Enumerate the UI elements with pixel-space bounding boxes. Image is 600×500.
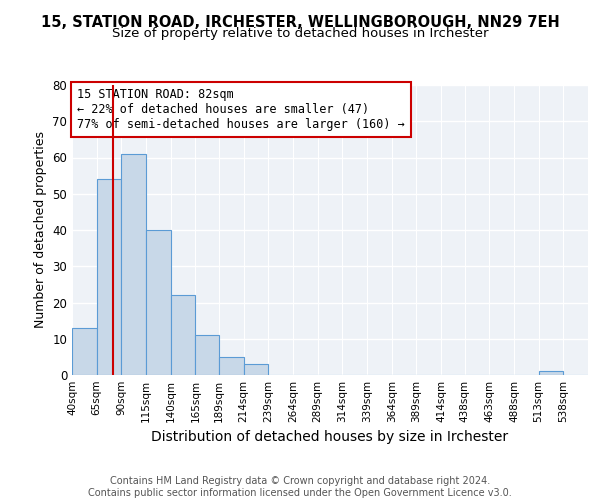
Bar: [244, 364, 268, 375]
X-axis label: Distribution of detached houses by size in Irchester: Distribution of detached houses by size …: [151, 430, 509, 444]
Text: 15, STATION ROAD, IRCHESTER, WELLINGBOROUGH, NN29 7EH: 15, STATION ROAD, IRCHESTER, WELLINGBORO…: [41, 15, 559, 30]
Bar: [219, 357, 244, 375]
Bar: [146, 230, 170, 375]
Bar: [196, 335, 219, 375]
Y-axis label: Number of detached properties: Number of detached properties: [34, 132, 47, 328]
Bar: [539, 372, 563, 375]
Bar: [97, 180, 121, 375]
Text: Contains HM Land Registry data © Crown copyright and database right 2024.
Contai: Contains HM Land Registry data © Crown c…: [88, 476, 512, 498]
Text: 15 STATION ROAD: 82sqm
← 22% of detached houses are smaller (47)
77% of semi-det: 15 STATION ROAD: 82sqm ← 22% of detached…: [77, 88, 405, 131]
Bar: [121, 154, 146, 375]
Text: Size of property relative to detached houses in Irchester: Size of property relative to detached ho…: [112, 28, 488, 40]
Bar: [72, 328, 97, 375]
Bar: [170, 295, 196, 375]
